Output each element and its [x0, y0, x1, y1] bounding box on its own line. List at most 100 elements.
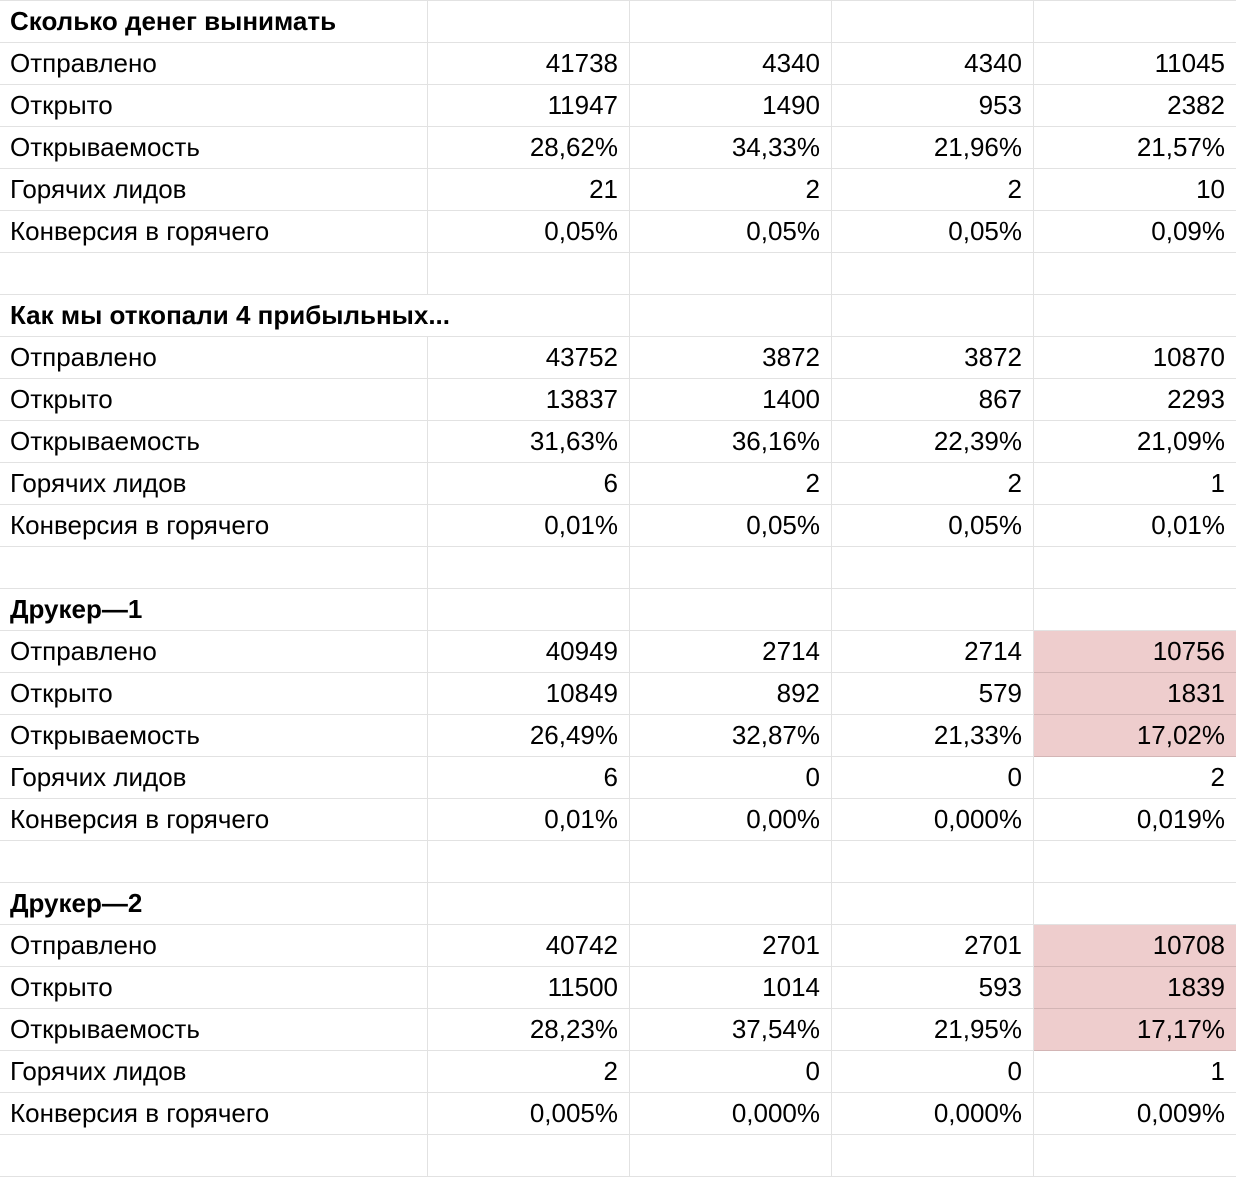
value-cell[interactable]: 2382 [1034, 85, 1236, 127]
value-cell[interactable]: 2714 [630, 631, 832, 673]
value-cell[interactable]: 0,05% [630, 505, 832, 547]
value-cell[interactable]: 2 [832, 463, 1034, 505]
empty-cell[interactable] [0, 547, 428, 589]
empty-cell[interactable] [832, 1135, 1034, 1177]
empty-cell[interactable] [630, 1, 832, 43]
section-title-cell[interactable]: Друкер—2 [0, 883, 428, 925]
value-cell[interactable]: 0,05% [428, 211, 630, 253]
value-cell[interactable]: 0,01% [428, 799, 630, 841]
empty-cell[interactable] [630, 883, 832, 925]
row-label-cell[interactable]: Открыто [0, 85, 428, 127]
value-cell[interactable]: 21,09% [1034, 421, 1236, 463]
empty-cell[interactable] [1034, 841, 1236, 883]
value-cell[interactable]: 0,05% [832, 505, 1034, 547]
value-cell[interactable]: 10849 [428, 673, 630, 715]
value-cell[interactable]: 1831 [1034, 673, 1236, 715]
value-cell[interactable]: 2 [428, 1051, 630, 1093]
value-cell[interactable]: 36,16% [630, 421, 832, 463]
value-cell[interactable]: 2 [832, 169, 1034, 211]
value-cell[interactable]: 17,17% [1034, 1009, 1236, 1051]
value-cell[interactable]: 3872 [630, 337, 832, 379]
value-cell[interactable]: 6 [428, 463, 630, 505]
value-cell[interactable]: 0,000% [630, 1093, 832, 1135]
row-label-cell[interactable]: Открыто [0, 379, 428, 421]
value-cell[interactable]: 0,05% [832, 211, 1034, 253]
value-cell[interactable]: 0 [630, 757, 832, 799]
value-cell[interactable]: 43752 [428, 337, 630, 379]
value-cell[interactable]: 1 [1034, 1051, 1236, 1093]
value-cell[interactable]: 13837 [428, 379, 630, 421]
row-label-cell[interactable]: Горячих лидов [0, 169, 428, 211]
value-cell[interactable]: 28,62% [428, 127, 630, 169]
value-cell[interactable]: 2701 [630, 925, 832, 967]
empty-cell[interactable] [428, 253, 630, 295]
row-label-cell[interactable]: Конверсия в горячего [0, 505, 428, 547]
value-cell[interactable]: 867 [832, 379, 1034, 421]
empty-cell[interactable] [630, 547, 832, 589]
value-cell[interactable]: 10870 [1034, 337, 1236, 379]
empty-cell[interactable] [1034, 589, 1236, 631]
value-cell[interactable]: 0 [832, 1051, 1034, 1093]
value-cell[interactable]: 0 [832, 757, 1034, 799]
value-cell[interactable]: 11500 [428, 967, 630, 1009]
value-cell[interactable]: 21,95% [832, 1009, 1034, 1051]
value-cell[interactable]: 11947 [428, 85, 630, 127]
empty-cell[interactable] [832, 295, 1034, 337]
value-cell[interactable]: 953 [832, 85, 1034, 127]
empty-cell[interactable] [630, 1135, 832, 1177]
empty-cell[interactable] [0, 841, 428, 883]
empty-cell[interactable] [1034, 1, 1236, 43]
value-cell[interactable]: 1839 [1034, 967, 1236, 1009]
value-cell[interactable]: 4340 [630, 43, 832, 85]
empty-cell[interactable] [832, 589, 1034, 631]
empty-cell[interactable] [1034, 1135, 1236, 1177]
value-cell[interactable]: 34,33% [630, 127, 832, 169]
value-cell[interactable]: 10 [1034, 169, 1236, 211]
value-cell[interactable]: 0,000% [832, 1093, 1034, 1135]
value-cell[interactable]: 31,63% [428, 421, 630, 463]
value-cell[interactable]: 21 [428, 169, 630, 211]
row-label-cell[interactable]: Открываемость [0, 421, 428, 463]
empty-cell[interactable] [1034, 547, 1236, 589]
value-cell[interactable]: 11045 [1034, 43, 1236, 85]
empty-cell[interactable] [1034, 295, 1236, 337]
empty-cell[interactable] [1034, 253, 1236, 295]
empty-cell[interactable] [428, 841, 630, 883]
empty-cell[interactable] [630, 589, 832, 631]
value-cell[interactable]: 10708 [1034, 925, 1236, 967]
value-cell[interactable]: 10756 [1034, 631, 1236, 673]
empty-cell[interactable] [428, 1135, 630, 1177]
row-label-cell[interactable]: Открываемость [0, 715, 428, 757]
value-cell[interactable]: 0,00% [630, 799, 832, 841]
value-cell[interactable]: 37,54% [630, 1009, 832, 1051]
row-label-cell[interactable]: Открываемость [0, 127, 428, 169]
value-cell[interactable]: 0,000% [832, 799, 1034, 841]
value-cell[interactable]: 2701 [832, 925, 1034, 967]
empty-cell[interactable] [630, 841, 832, 883]
value-cell[interactable]: 0,019% [1034, 799, 1236, 841]
value-cell[interactable]: 17,02% [1034, 715, 1236, 757]
value-cell[interactable]: 21,96% [832, 127, 1034, 169]
value-cell[interactable]: 40949 [428, 631, 630, 673]
empty-cell[interactable] [0, 1135, 428, 1177]
value-cell[interactable]: 4340 [832, 43, 1034, 85]
value-cell[interactable]: 579 [832, 673, 1034, 715]
value-cell[interactable]: 21,33% [832, 715, 1034, 757]
empty-cell[interactable] [832, 1, 1034, 43]
value-cell[interactable]: 892 [630, 673, 832, 715]
empty-cell[interactable] [832, 883, 1034, 925]
row-label-cell[interactable]: Отправлено [0, 337, 428, 379]
row-label-cell[interactable]: Горячих лидов [0, 463, 428, 505]
row-label-cell[interactable]: Конверсия в горячего [0, 211, 428, 253]
empty-cell[interactable] [428, 883, 630, 925]
value-cell[interactable]: 593 [832, 967, 1034, 1009]
value-cell[interactable]: 2293 [1034, 379, 1236, 421]
value-cell[interactable]: 3872 [832, 337, 1034, 379]
empty-cell[interactable] [0, 253, 428, 295]
row-label-cell[interactable]: Горячих лидов [0, 1051, 428, 1093]
value-cell[interactable]: 2 [630, 169, 832, 211]
value-cell[interactable]: 26,49% [428, 715, 630, 757]
value-cell[interactable]: 0,09% [1034, 211, 1236, 253]
value-cell[interactable]: 32,87% [630, 715, 832, 757]
row-label-cell[interactable]: Открываемость [0, 1009, 428, 1051]
